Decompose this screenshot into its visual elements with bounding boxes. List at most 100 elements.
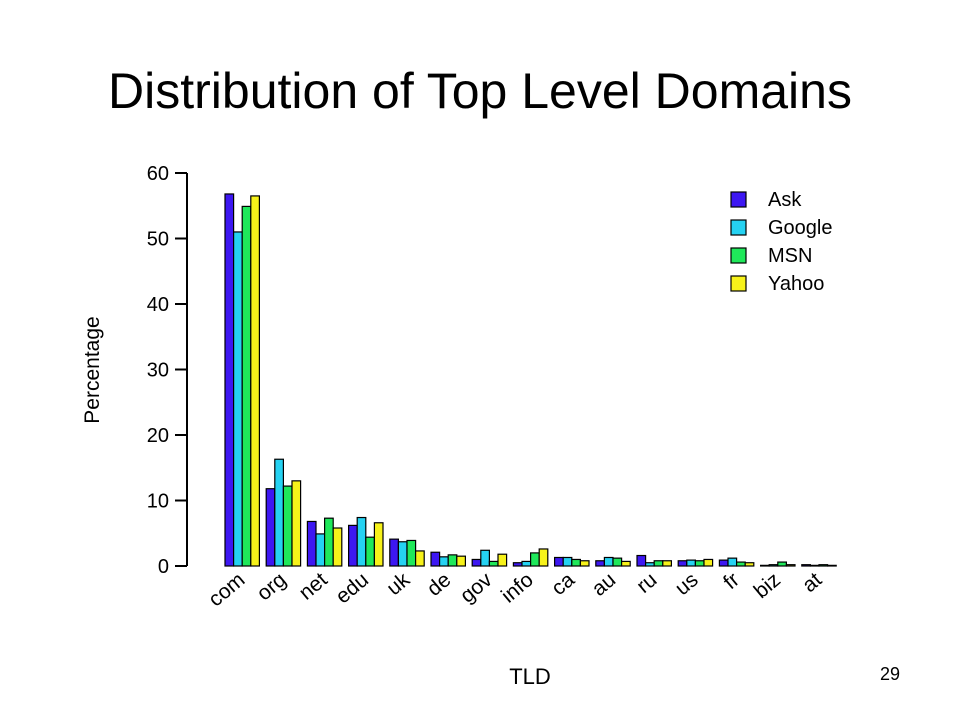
bar-info-msn [529,552,540,567]
bar-group-org [265,458,302,567]
x-tick-label: us [671,568,703,600]
x-tick-labels: com org net edu uk de gov info ca au ru us fr biz at [204,568,826,611]
legend-swatch [730,219,747,236]
bar-info-yahoo [538,548,549,567]
bar-de-msn [447,554,458,567]
bar-fr-msn [735,561,746,567]
bar-net-ask [306,520,317,567]
bar-us-google [686,559,696,567]
bar-group-au [595,556,631,567]
bar-group-net [306,517,343,567]
bar-ca-yahoo [579,560,590,567]
bar-us-yahoo [703,558,714,567]
legend-item-ask: Ask [730,189,802,211]
x-axis-label: TLD [509,664,551,689]
y-tick-label: 10 [147,491,169,513]
legend-item-msn: MSN [730,245,812,267]
y-tick-label: 50 [147,229,169,251]
bar-org-ask [265,488,276,567]
bar-ru-msn [653,560,664,567]
bar-group-com [224,193,261,567]
x-tick-label: org [253,568,291,605]
bar-net-msn [324,517,334,567]
bar-de-ask [430,551,441,567]
bar-org-google [274,458,284,567]
x-tick-label: edu [331,568,373,608]
bar-ru-google [644,562,655,567]
x-tick-label: info [497,568,538,607]
legend-swatch [730,247,747,264]
y-tick-label: 40 [147,294,169,316]
bar-fr-google [727,557,738,567]
bar-uk-google [397,541,408,567]
y-tick-label: 0 [158,556,169,578]
bar-groups [224,193,837,567]
bar-group-fr [718,557,755,567]
y-axis-label: Percentage [81,316,104,423]
legend-label: Google [768,217,833,239]
legend-label: Ask [768,189,802,211]
legend-swatch [730,191,747,208]
x-tick-label: au [588,568,621,601]
x-tick-label: fr [719,568,744,594]
legend: Ask Google MSN Yahoo [730,189,833,295]
bar-biz-google [768,564,779,567]
legend-label: MSN [768,245,812,267]
bar-au-msn [612,557,623,567]
bar-biz-yahoo [785,564,796,567]
bar-us-msn [694,560,705,567]
bar-at-msn [818,564,829,567]
legend-swatch [730,275,747,292]
bar-com-google [233,231,243,567]
x-tick-label: uk [382,568,414,600]
bar-au-ask [595,560,605,567]
y-tick-label: 60 [147,163,169,185]
bar-at-yahoo [826,564,837,567]
bar-com-msn [241,205,252,567]
bar-edu-msn [365,536,375,567]
legend-item-google: Google [730,217,833,239]
bar-fr-yahoo [744,562,755,567]
bar-au-yahoo [620,560,631,567]
bar-ca-ask [553,556,564,567]
bar-uk-msn [406,539,417,567]
bar-org-yahoo [291,480,302,567]
slide-title: Distribution of Top Level Domains [108,63,852,119]
x-tick-label: biz [750,568,785,603]
bar-group-gov [471,549,508,567]
bar-ca-google [562,556,573,567]
bar-edu-ask [348,524,358,567]
bar-au-google [603,556,614,567]
bar-ca-msn [571,558,581,567]
legend-item-yahoo: Yahoo [730,273,824,295]
bar-net-google [315,533,326,567]
bar-uk-yahoo [415,550,425,567]
bar-group-ca [553,556,590,567]
bar-edu-google [356,516,367,567]
bar-gov-ask [471,558,482,567]
legend-label: Yahoo [768,273,824,295]
bar-biz-msn [777,561,787,567]
x-tick-label: com [204,568,249,611]
bar-group-uk [389,538,425,567]
x-tick-label: gov [456,568,497,608]
x-tick-label: ca [547,568,579,600]
bar-uk-ask [389,538,399,567]
x-tick-label: net [295,568,332,604]
bar-gov-google [480,549,490,567]
bar-group-info [512,548,549,567]
bar-de-google [439,556,449,567]
bar-gov-yahoo [497,553,508,567]
bar-at-ask [801,564,811,567]
x-tick-label: at [798,568,826,597]
bar-com-yahoo [250,195,261,567]
bar-group-biz [759,561,796,567]
bar-com-ask [224,193,235,567]
bar-group-edu [348,516,384,567]
bar-at-google [809,564,820,567]
bar-us-ask [677,560,688,567]
bar-biz-ask [759,564,770,567]
bar-ru-ask [636,554,647,567]
bar-de-yahoo [456,555,466,567]
